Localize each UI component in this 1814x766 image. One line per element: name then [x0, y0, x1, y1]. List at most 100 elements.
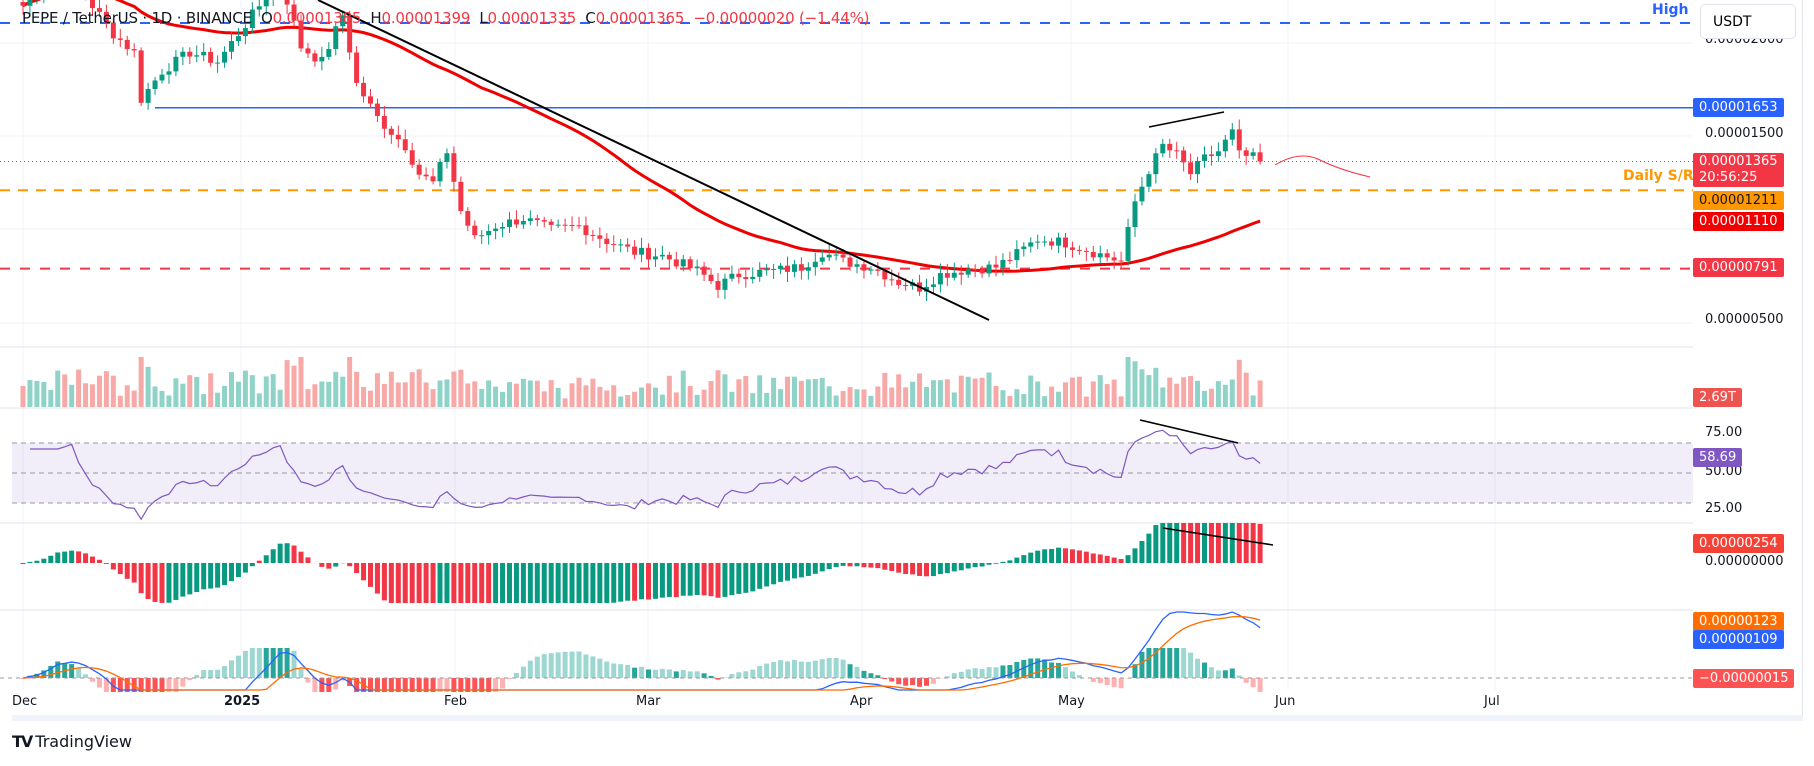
macd-histogram-bar	[812, 660, 818, 678]
macd-histogram-bar	[409, 678, 415, 692]
macd-momentum-bar	[590, 563, 596, 603]
macd-histogram-bar	[1167, 648, 1173, 678]
candle	[750, 276, 756, 280]
candle	[708, 274, 714, 282]
macd-momentum-bar	[1069, 549, 1075, 563]
macd-momentum-bar	[1076, 550, 1082, 563]
volume-bar	[924, 387, 929, 407]
macd-histogram-bar	[910, 678, 916, 686]
macd-momentum-bar	[930, 563, 936, 577]
chart-canvas[interactable]	[0, 0, 1693, 715]
macd-momentum-bar	[875, 563, 881, 569]
candle	[138, 50, 144, 103]
candle	[666, 254, 672, 260]
macd-histogram-bar	[486, 678, 492, 692]
volume-bar	[951, 392, 957, 407]
macd-momentum-bar	[903, 563, 909, 575]
macd-histogram-bar	[1257, 678, 1263, 692]
candle	[618, 244, 624, 246]
candle	[694, 266, 700, 269]
candle	[798, 264, 804, 271]
macd-momentum-bar	[1090, 553, 1096, 563]
macd-histogram-bar	[680, 669, 686, 678]
macd-momentum-bar	[110, 563, 116, 570]
support-price-tag: 0.00000791	[1693, 258, 1784, 277]
macd-histogram-bar	[222, 666, 228, 678]
macd-divergence-line	[1162, 527, 1274, 546]
macd-histogram-bar	[284, 648, 290, 678]
candle	[1056, 237, 1062, 246]
volume-bar	[701, 389, 707, 407]
macd-momentum-bar	[826, 563, 832, 570]
volume-bar	[937, 380, 943, 407]
macd-momentum-bar	[513, 563, 519, 603]
macd-momentum-bar	[159, 563, 165, 603]
macd-momentum-bar	[249, 563, 255, 567]
high-value: 0.00001399	[381, 9, 471, 27]
volume-bar	[618, 396, 624, 407]
candle	[507, 219, 512, 228]
tradingview-branding[interactable]: TV TradingView	[12, 732, 132, 751]
candle	[680, 259, 686, 267]
candle	[826, 254, 832, 258]
macd-histogram-bar	[507, 678, 512, 680]
macd-momentum-bar	[1174, 523, 1180, 563]
macd-momentum-bar	[222, 563, 228, 586]
macd-momentum-bar	[1125, 555, 1131, 563]
volume-bar	[750, 393, 756, 407]
candle	[96, 8, 102, 12]
time-label: Mar	[636, 694, 661, 709]
candle	[1069, 247, 1075, 250]
volume-bar	[826, 386, 832, 407]
macd-momentum-bar	[1167, 523, 1173, 563]
macd-tag: 0.00000109	[1693, 630, 1784, 649]
macd-momentum-bar	[124, 563, 130, 579]
candle	[548, 221, 554, 225]
volume-bar	[958, 375, 964, 407]
volume-bar	[451, 371, 457, 407]
macd-histogram-bar	[368, 678, 373, 692]
macd-histogram-bar	[771, 661, 777, 678]
macd-histogram-bar	[69, 664, 75, 678]
candle	[326, 49, 332, 57]
candle	[1111, 257, 1117, 261]
macd-histogram-bar	[437, 678, 443, 692]
candle	[729, 273, 735, 279]
macd-histogram-bar	[270, 648, 276, 678]
macd-histogram-bar	[256, 648, 262, 678]
macd-momentum-bar	[194, 563, 200, 592]
candle	[597, 235, 603, 239]
macd-momentum-bar	[423, 563, 429, 603]
candle	[430, 176, 436, 182]
macd-histogram-bar	[41, 670, 47, 678]
macd-histogram-bar	[972, 668, 978, 678]
macd-momentum-bar	[1208, 523, 1214, 563]
macd-momentum-bar	[277, 543, 283, 563]
macd-histogram-bar	[854, 666, 860, 678]
downtrend-line	[317, 0, 990, 321]
macd-momentum-bar	[652, 563, 658, 599]
volume-bar	[479, 388, 485, 407]
low-value: 0.00001335	[487, 9, 577, 27]
macd-momentum-bar	[507, 563, 512, 603]
symbol-name: PEPE / TetherUS · 1D · BINANCE	[22, 9, 252, 27]
macd-histogram-bar	[548, 653, 554, 678]
macd-histogram-bar	[1236, 675, 1242, 678]
candle	[520, 221, 526, 225]
currency-button[interactable]: USDT	[1700, 4, 1796, 39]
candle	[361, 82, 367, 97]
volume-bar	[541, 391, 547, 407]
candle	[131, 49, 137, 51]
macd-histogram-bar	[374, 678, 380, 692]
macd-momentum-bar	[500, 563, 506, 603]
macd-histogram-bar	[798, 661, 804, 678]
rsi-line	[29, 429, 1261, 521]
candle	[124, 39, 130, 50]
macd-histogram-bar	[639, 666, 645, 678]
macd-histogram-bar	[242, 650, 248, 678]
macd-momentum-bar	[778, 563, 784, 582]
macd-histogram-bar	[479, 678, 485, 692]
candle	[1174, 150, 1180, 152]
price-axis[interactable]: 0.00002000 0.00001500 0.00000500 0.00001…	[1693, 0, 1803, 715]
time-label: Dec	[12, 694, 38, 709]
